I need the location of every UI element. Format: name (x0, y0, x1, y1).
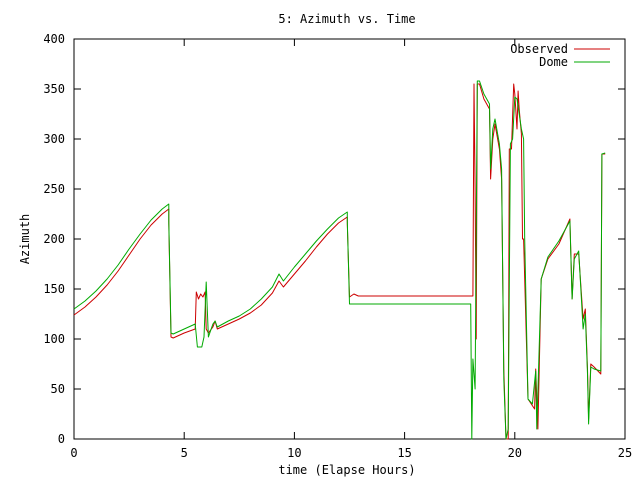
y-tick-label: 50 (51, 382, 65, 396)
y-tick-label: 100 (43, 332, 65, 346)
series-lines (73, 80, 606, 440)
plot-frame (73, 38, 626, 440)
x-tick-label: 10 (287, 446, 301, 460)
y-tick-label: 350 (43, 82, 65, 96)
x-tick-label: 5 (181, 446, 188, 460)
y-tick-label: 200 (43, 232, 65, 246)
y-tick-label: 250 (43, 182, 65, 196)
series-line-dome (73, 80, 606, 440)
y-tick-label: 0 (58, 432, 65, 446)
x-tick-label: 15 (397, 446, 411, 460)
y-tick-label: 300 (43, 132, 65, 146)
y-axis-label: Azimuth (18, 214, 32, 265)
legend-label: Dome (539, 55, 568, 69)
chart-title: 5: Azimuth vs. Time (278, 12, 415, 26)
x-tick-label: 20 (508, 446, 522, 460)
y-tick-label: 400 (43, 32, 65, 46)
x-axis-label: time (Elapse Hours) (278, 463, 415, 477)
legend-label: Observed (510, 42, 568, 56)
x-tick-label: 25 (618, 446, 632, 460)
y-tick-label: 150 (43, 282, 65, 296)
x-tick-label: 0 (70, 446, 77, 460)
